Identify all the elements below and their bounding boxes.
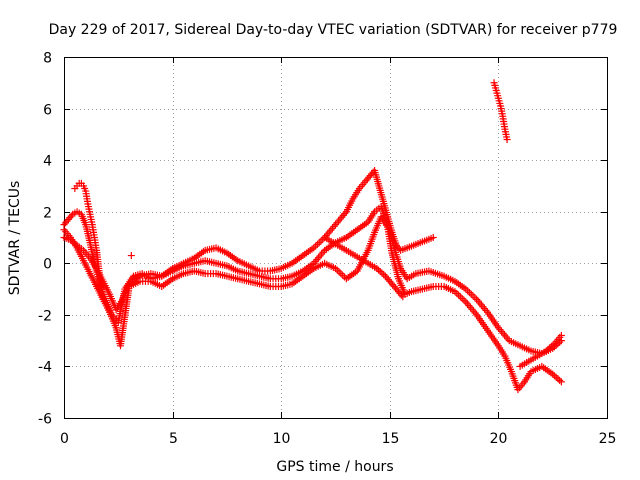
x-tick-label: 25	[599, 431, 617, 447]
x-tick-label: 0	[60, 431, 69, 447]
data-point	[324, 230, 332, 238]
data-point	[335, 268, 343, 276]
data-point	[333, 219, 341, 227]
series-track-e	[321, 234, 407, 301]
x-tick-label: 20	[490, 431, 508, 447]
data-point	[314, 254, 322, 262]
data-point	[466, 303, 474, 311]
y-axis-title: SDTVAR / TECUs	[7, 181, 23, 296]
data-point	[327, 226, 335, 234]
data-point	[316, 252, 324, 260]
data-point	[465, 289, 473, 297]
data-point	[462, 298, 470, 306]
series-track-f	[516, 331, 565, 370]
data-point	[458, 295, 466, 303]
series-track-d	[71, 179, 107, 303]
y-tick-label: -4	[38, 360, 52, 376]
data-point	[468, 305, 476, 313]
x-tick-label: 5	[169, 431, 178, 447]
series-track-g	[490, 79, 511, 144]
series-track-c	[60, 213, 565, 394]
data-point	[127, 252, 135, 260]
data-point	[554, 375, 562, 383]
data-point	[328, 224, 336, 232]
data-point	[455, 291, 463, 299]
y-tick-label: 6	[43, 103, 52, 119]
data-point	[557, 331, 565, 339]
data-point	[477, 301, 485, 309]
data-point	[501, 331, 509, 339]
x-axis-title: GPS time / hours	[276, 459, 393, 475]
data-point	[319, 248, 327, 256]
axis-tick-labels: 0 5 10 15 20 25 -6 -4 -2 0 2 4 6 8	[38, 51, 616, 448]
data-point	[380, 271, 388, 279]
data-point	[337, 270, 345, 278]
y-tick-label: -2	[38, 309, 52, 325]
data-point	[469, 292, 477, 300]
data-point	[473, 295, 481, 303]
data-point	[99, 295, 107, 303]
data-point	[556, 376, 564, 384]
data-point	[552, 373, 560, 381]
y-tick-label: 8	[43, 51, 52, 67]
data-point	[318, 250, 326, 258]
data-point	[557, 378, 565, 386]
data-point	[465, 302, 473, 310]
data-point	[429, 234, 437, 241]
data-point	[474, 297, 482, 305]
x-tick-label: 15	[382, 431, 400, 447]
data-point	[378, 269, 386, 277]
x-tick-label: 10	[273, 431, 291, 447]
y-tick-label: 2	[43, 206, 52, 222]
data-point	[313, 240, 321, 248]
y-tick-label: 4	[43, 154, 52, 170]
data-point	[315, 239, 323, 247]
y-tick-label: -6	[38, 412, 52, 428]
data-point	[332, 221, 339, 229]
data-point	[325, 228, 333, 236]
data-point	[476, 299, 484, 307]
data-point	[502, 333, 510, 341]
data-point	[460, 296, 468, 304]
data-point	[67, 212, 75, 220]
data-point	[479, 303, 487, 311]
data-point	[498, 327, 506, 335]
data-point	[335, 217, 343, 225]
data-point	[313, 256, 321, 264]
data-point	[503, 136, 511, 144]
data-point	[399, 293, 407, 301]
data-point	[330, 222, 338, 230]
data-points	[60, 79, 565, 394]
data-point	[456, 293, 464, 301]
chart-title: Day 229 of 2017, Sidereal Day-to-day VTE…	[49, 22, 618, 38]
data-point	[480, 305, 488, 313]
data-point	[336, 215, 344, 223]
data-point	[338, 213, 346, 221]
data-point	[397, 291, 405, 299]
data-point	[471, 294, 479, 302]
y-tick-label: 0	[43, 257, 52, 273]
data-point	[470, 307, 478, 315]
data-point	[467, 290, 475, 298]
series-track-a	[60, 166, 437, 314]
data-point	[499, 329, 507, 337]
data-point	[376, 268, 384, 276]
series-track-h	[127, 252, 135, 260]
data-point	[463, 300, 471, 308]
